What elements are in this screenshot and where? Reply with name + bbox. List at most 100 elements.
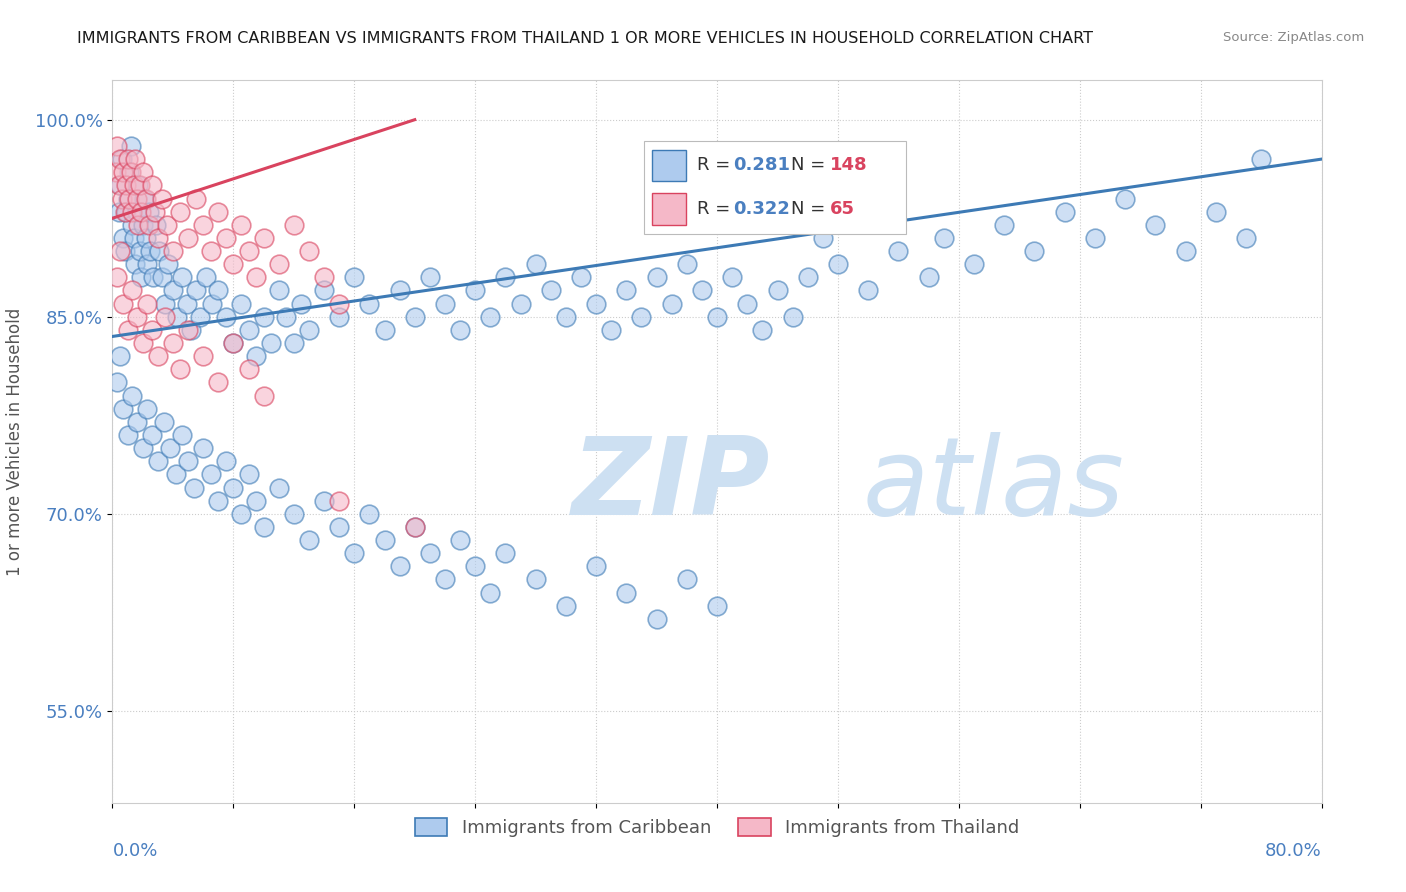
Point	[117, 192, 139, 206]
Point	[1144, 218, 1167, 232]
Point	[245, 349, 267, 363]
Point	[124, 257, 146, 271]
Point	[180, 323, 202, 337]
Point	[125, 204, 148, 219]
Point	[170, 428, 193, 442]
Point	[120, 165, 142, 179]
Point	[827, 257, 849, 271]
Point	[150, 192, 173, 206]
Point	[238, 362, 260, 376]
Point	[112, 401, 135, 416]
Point	[229, 296, 252, 310]
Point	[155, 310, 177, 324]
Point	[267, 284, 290, 298]
Point	[229, 507, 252, 521]
Point	[215, 454, 238, 468]
Point	[200, 244, 222, 258]
Point	[766, 284, 789, 298]
Point	[267, 257, 290, 271]
Point	[105, 270, 128, 285]
Point	[176, 296, 198, 310]
Point	[887, 244, 910, 258]
Point	[162, 336, 184, 351]
Point	[141, 428, 163, 442]
Point	[162, 284, 184, 298]
Point	[858, 284, 880, 298]
Point	[165, 467, 187, 482]
Text: N =: N =	[790, 156, 831, 175]
Point	[1053, 204, 1076, 219]
Point	[108, 178, 131, 193]
Point	[524, 573, 547, 587]
Point	[314, 284, 336, 298]
Point	[201, 296, 224, 310]
Point	[177, 454, 200, 468]
Point	[419, 546, 441, 560]
FancyBboxPatch shape	[652, 150, 686, 181]
Point	[464, 284, 486, 298]
Point	[314, 493, 336, 508]
Point	[132, 441, 155, 455]
Point	[118, 192, 141, 206]
Point	[169, 362, 191, 376]
Point	[155, 296, 177, 310]
Text: IMMIGRANTS FROM CARIBBEAN VS IMMIGRANTS FROM THAILAND 1 OR MORE VEHICLES IN HOUS: IMMIGRANTS FROM CARIBBEAN VS IMMIGRANTS …	[77, 31, 1094, 46]
Point	[141, 178, 163, 193]
Point	[238, 467, 260, 482]
Point	[1084, 231, 1107, 245]
Point	[229, 218, 252, 232]
Point	[359, 296, 381, 310]
Text: ZIP: ZIP	[572, 432, 770, 538]
Point	[245, 493, 267, 508]
Point	[585, 296, 607, 310]
Point	[125, 310, 148, 324]
Point	[751, 323, 773, 337]
Point	[554, 310, 576, 324]
Point	[143, 204, 166, 219]
Point	[156, 218, 179, 232]
Point	[112, 296, 135, 310]
Point	[135, 231, 157, 245]
Point	[207, 493, 229, 508]
Point	[1024, 244, 1046, 258]
Point	[188, 310, 211, 324]
Point	[108, 152, 131, 166]
Point	[127, 218, 149, 232]
Point	[374, 533, 396, 547]
Point	[153, 415, 176, 429]
Text: 65: 65	[830, 200, 855, 218]
Point	[129, 270, 152, 285]
Point	[124, 152, 146, 166]
Point	[150, 270, 173, 285]
Point	[600, 323, 623, 337]
Point	[222, 481, 245, 495]
Point	[404, 310, 426, 324]
Point	[1114, 192, 1136, 206]
Point	[215, 310, 238, 324]
Point	[121, 218, 143, 232]
Point	[222, 257, 245, 271]
Point	[184, 284, 207, 298]
Point	[479, 310, 502, 324]
Point	[1250, 152, 1272, 166]
Point	[328, 296, 350, 310]
Text: 0.322: 0.322	[733, 200, 790, 218]
Point	[253, 310, 276, 324]
Point	[132, 218, 155, 232]
Point	[495, 546, 517, 560]
Point	[121, 388, 143, 402]
Text: N =: N =	[790, 200, 831, 218]
Point	[136, 296, 159, 310]
Point	[157, 257, 180, 271]
Point	[343, 270, 366, 285]
Point	[238, 244, 260, 258]
Point	[107, 178, 129, 193]
Point	[434, 573, 457, 587]
Point	[125, 192, 148, 206]
Point	[298, 533, 321, 547]
Point	[706, 310, 728, 324]
Point	[721, 270, 744, 285]
Point	[963, 257, 986, 271]
Point	[616, 585, 638, 599]
Legend: Immigrants from Caribbean, Immigrants from Thailand: Immigrants from Caribbean, Immigrants fr…	[408, 811, 1026, 845]
